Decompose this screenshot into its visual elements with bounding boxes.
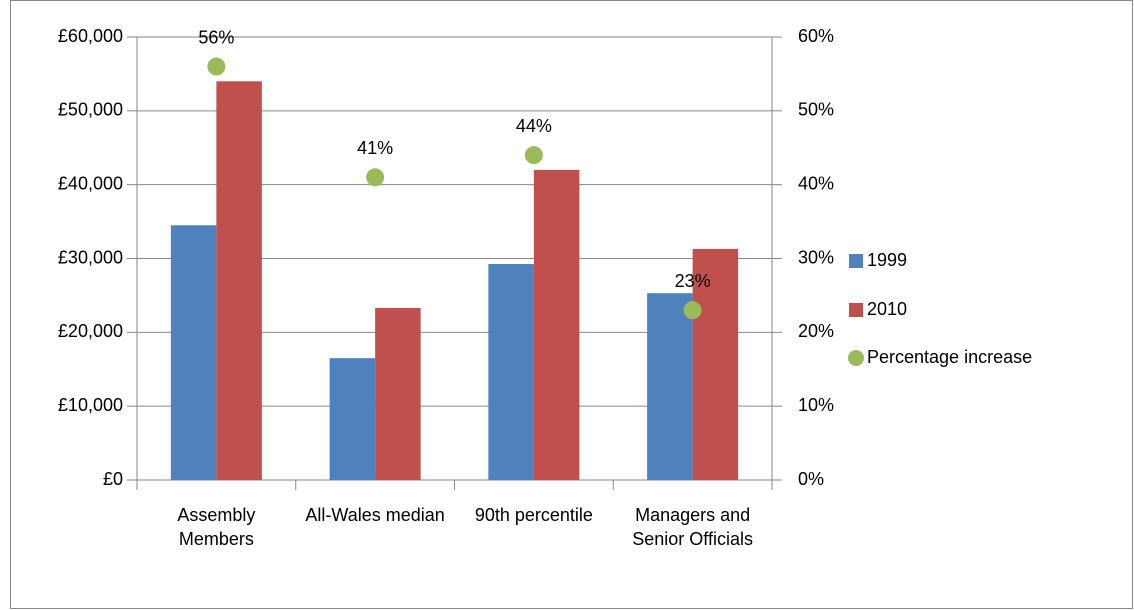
y-tick-label: £50,000 bbox=[58, 100, 123, 120]
y-tick-label: £20,000 bbox=[58, 321, 123, 341]
y2-tick-label: 10% bbox=[798, 395, 834, 415]
x-tick-label: All-Wales median bbox=[305, 505, 445, 525]
legend-swatch bbox=[848, 350, 864, 366]
x-tick-label: 90th percentile bbox=[474, 505, 593, 525]
y2-tick-label: 40% bbox=[798, 173, 834, 193]
bar bbox=[647, 293, 693, 480]
legend-swatch bbox=[849, 254, 863, 268]
bar bbox=[329, 358, 376, 480]
y2-tick-label: 30% bbox=[798, 247, 834, 267]
data-label: 23% bbox=[675, 271, 711, 291]
x-tick-label: Assembly Members bbox=[177, 505, 256, 549]
bar bbox=[692, 248, 739, 480]
y-tick-label: £0 bbox=[103, 469, 123, 489]
chart-border bbox=[10, 0, 1133, 609]
y-tick-label: £40,000 bbox=[58, 173, 123, 193]
legend-label: 1999 bbox=[867, 250, 907, 270]
legend-swatch bbox=[849, 303, 863, 317]
y-tick-label: £30,000 bbox=[58, 247, 123, 267]
bar bbox=[375, 307, 421, 480]
y2-tick-label: 0% bbox=[798, 469, 824, 489]
bar bbox=[533, 169, 580, 480]
data-label: 44% bbox=[516, 116, 552, 136]
y-tick-label: £10,000 bbox=[58, 395, 123, 415]
y2-tick-label: 60% bbox=[798, 26, 834, 46]
point bbox=[207, 57, 226, 76]
data-label: 41% bbox=[357, 138, 393, 158]
bar bbox=[216, 81, 262, 481]
point bbox=[683, 301, 702, 320]
bar bbox=[170, 225, 217, 480]
y2-tick-label: 50% bbox=[798, 100, 834, 120]
legend-label: 2010 bbox=[867, 299, 907, 319]
point bbox=[524, 146, 543, 165]
point bbox=[366, 168, 385, 187]
bar bbox=[488, 264, 534, 480]
data-label: 56% bbox=[198, 27, 234, 47]
x-tick-label: Managers and Senior Officials bbox=[632, 505, 753, 549]
y2-tick-label: 20% bbox=[798, 321, 834, 341]
legend-label: Percentage increase bbox=[867, 347, 1032, 367]
y-tick-label: £60,000 bbox=[58, 26, 123, 46]
